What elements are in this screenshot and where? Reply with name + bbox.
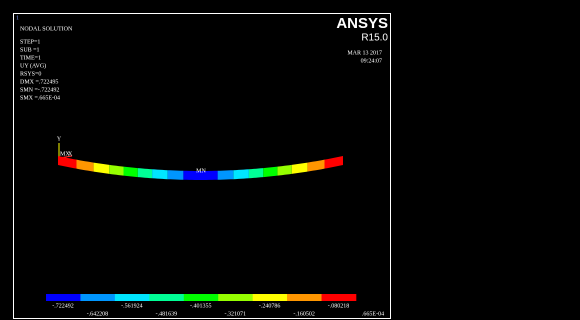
legend-label: -.321071 [224, 311, 246, 317]
legend-label: -.642208 [87, 311, 109, 317]
time: 09:24:07 [361, 58, 382, 64]
beam-segment [277, 165, 291, 176]
info-title: NODAL SOLUTION [20, 26, 73, 32]
colorbar-segment [80, 294, 115, 301]
colorbar-segment [287, 294, 322, 301]
colorbar-segment [218, 294, 253, 301]
ansys-window: 1 NODAL SOLUTION STEP=1 SUB =1 TIME=1UY (A… [0, 0, 580, 320]
beam-segment [233, 169, 249, 179]
legend-label: -.080218 [328, 303, 350, 309]
colorbar-segment [149, 294, 184, 301]
beam-segment [138, 168, 152, 178]
triad-y-label: Y [57, 136, 62, 142]
legend-label: -.401355 [190, 303, 212, 309]
legend-label: -.481639 [156, 311, 178, 317]
max-marker: MX [60, 151, 70, 157]
legend-label: -.160502 [293, 311, 315, 317]
info-line: TIME=1 [20, 55, 41, 61]
info-line: SMN =-.722492 [20, 87, 59, 93]
beam-segment [168, 170, 184, 180]
legend-label: -.240786 [259, 303, 281, 309]
info-line: SUB =1 [20, 47, 40, 53]
info-line: SMX =.665E-04 [20, 95, 60, 101]
beam-segment [124, 167, 138, 178]
colorbar-segment [115, 294, 150, 301]
colorbar-segment [46, 294, 81, 301]
brand-version: R15.0 [361, 33, 388, 44]
info-line: UY (AVG) [20, 62, 46, 69]
min-marker: MN [196, 168, 206, 174]
brand-name: ANSYS [336, 15, 388, 32]
legend-label: -.722492 [52, 303, 74, 309]
info-line: RSYS=0 [20, 71, 41, 77]
colorbar-segment [184, 294, 219, 301]
beam-segment [249, 168, 263, 178]
colorbar [46, 294, 356, 301]
legend-label: -.561924 [121, 303, 143, 309]
colorbar-segment [253, 294, 288, 301]
beam-segment [109, 165, 123, 176]
viewport-number: 1 [16, 15, 19, 21]
colorbar-segment [322, 294, 357, 301]
beam-segment [152, 169, 168, 179]
beam-segment [218, 170, 234, 180]
legend-label: .665E-04 [362, 311, 384, 317]
date: MAR 13 2017 [347, 50, 382, 56]
beam-segment [263, 167, 277, 178]
info-line: STEP=1 [20, 39, 40, 45]
info-line: DMX =.722495 [20, 79, 58, 85]
